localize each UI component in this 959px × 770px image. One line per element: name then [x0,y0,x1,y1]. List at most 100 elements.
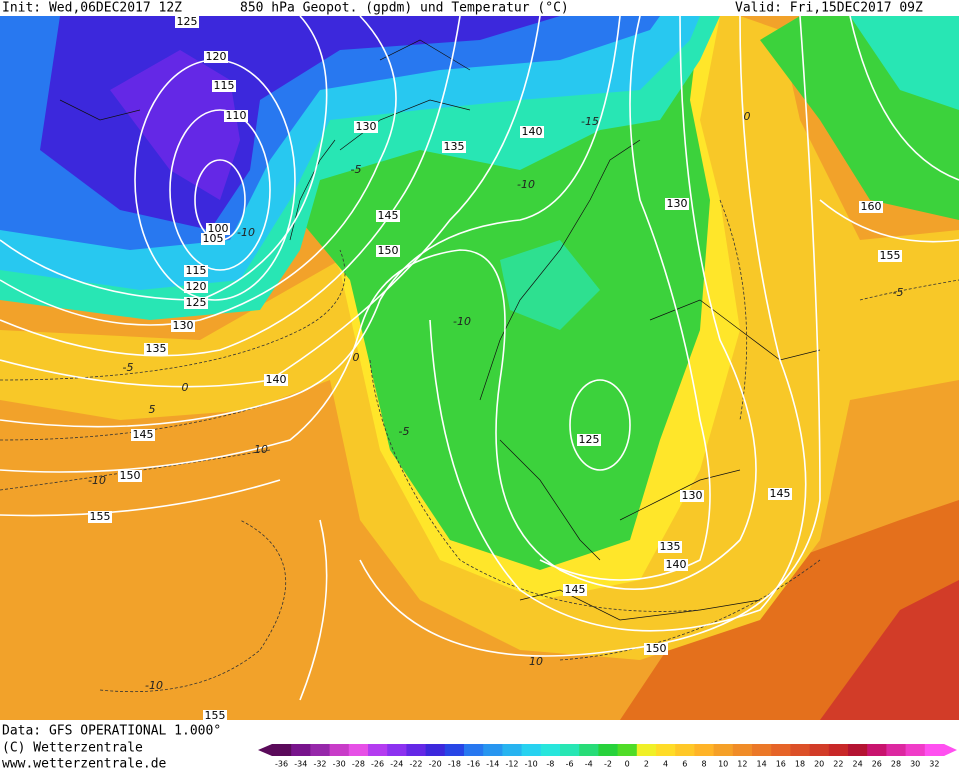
colorbar-swatch [886,744,907,756]
geopotential-label: 150 [120,469,141,482]
colorbar-swatch [329,744,350,756]
geopotential-label: 160 [861,200,882,213]
colorbar-swatch [560,744,580,756]
geopotential-label: 130 [667,197,688,210]
colorbar-swatch [521,744,542,756]
geopotential-label: 140 [666,558,687,571]
label-box [175,16,199,28]
temperature-label: -5 [399,425,410,438]
colorbar-label: -10 [525,760,538,769]
geopotential-label: 135 [146,342,167,355]
geopotential-label: 130 [682,489,703,502]
temperature-label: -5 [893,286,904,299]
geopotential-label: 125 [186,296,207,309]
colorbar-label: -28 [352,760,365,769]
label-box [520,126,544,138]
label-box [563,584,587,596]
label-box [768,488,792,500]
init-time: Init: Wed,06DEC2017 12Z [2,1,182,16]
colorbar-label: 28 [891,760,901,769]
geopotential-label: 105 [203,232,224,245]
label-box [224,110,248,122]
isohypse [0,15,397,326]
label-box [171,320,195,332]
label-box [376,245,400,257]
colorbar-swatch [502,744,523,756]
temperature-label: 0 [182,381,189,394]
geopotential-label: 155 [205,709,226,722]
colorbar-label: -12 [505,760,518,769]
field-pocket [500,240,600,330]
temperature-label: 10 [254,443,268,456]
label-box [680,490,704,502]
colorbar-swatch [752,744,772,756]
temperature-label: 10 [529,655,543,668]
valid-time: Valid: Fri,15DEC2017 09Z [735,1,923,16]
label-box [212,80,236,92]
colorbar-label: -8 [546,760,554,769]
colorbar-swatch [406,744,427,756]
colorbar-swatch [675,744,695,756]
contour-labels: 1251201151101001051151201251301351401451… [88,15,903,722]
colorbar-swatch [771,744,791,756]
label-box [859,201,883,213]
label-box [88,511,112,523]
colorbar-swatch [598,744,619,756]
colorbar-label: -14 [486,760,499,769]
temperature-label: -15 [581,115,599,128]
label-box [665,198,689,210]
colorbar: -36 -34 -32 -30 -28 -26 -24 -22 -20 -18 -16 -14 -12-… [258,744,957,769]
colorbar-arrow-right [944,744,957,756]
label-box [144,343,168,355]
colorbar-label: 18 [795,760,805,769]
colorbar-label: 32 [929,760,939,769]
field-east-cold [850,16,959,110]
colorbar-swatch [387,744,407,756]
geopotential-label: 150 [378,244,399,257]
isohypse [0,15,328,301]
geopotential-label: 140 [266,373,287,386]
geopotential-label: 145 [770,487,791,500]
isohypse [0,15,711,581]
colorbar-label: -30 [333,760,346,769]
colorbar-label: 8 [701,760,706,769]
label-box [203,710,227,722]
colorbar-label: -34 [294,760,307,769]
map-title: 850 hPa Geopot. (gpdm) und Temperatur (°… [240,1,569,16]
label-box [376,210,400,222]
colorbar-label: 26 [872,760,882,769]
isohypse [0,15,461,357]
label-box [644,643,668,655]
colorbar-label: 24 [853,760,863,769]
isohypse [429,15,807,632]
geopotential-label: 140 [522,125,543,138]
website: www.wetterzentrale.de [2,757,167,770]
colorbar-swatch [905,744,926,756]
geopotential-label: 155 [90,510,111,523]
colorbar-swatch [464,744,484,756]
header-bar [0,0,959,16]
isohypse [359,15,821,657]
geopotential-label: 115 [214,79,235,92]
colorbar-label: 4 [663,760,668,769]
colorbar-swatch [713,744,734,756]
temperature-label: 5 [149,403,156,416]
colorbar-arrow-left [258,744,272,756]
isohypse [299,15,959,701]
label-box [878,250,902,262]
temperature-label: -10 [145,679,163,692]
colorbar-label: 10 [718,760,728,769]
colorbar-label: -6 [566,760,574,769]
colorbar-label: 30 [910,760,920,769]
colorbar-swatch [617,744,638,756]
data-source: Data: GFS OPERATIONAL 1.000° [2,724,221,739]
geopotential-label: 110 [226,109,247,122]
colorbar-swatch [540,744,561,756]
colorbar-swatch [848,744,868,756]
colorbar-label: -4 [585,760,593,769]
colorbar-swatch [348,744,369,756]
colorbar-swatch [425,744,446,756]
colorbar-swatch [828,744,849,756]
colorbar-label: 12 [737,760,747,769]
colorbar-swatch [790,744,811,756]
